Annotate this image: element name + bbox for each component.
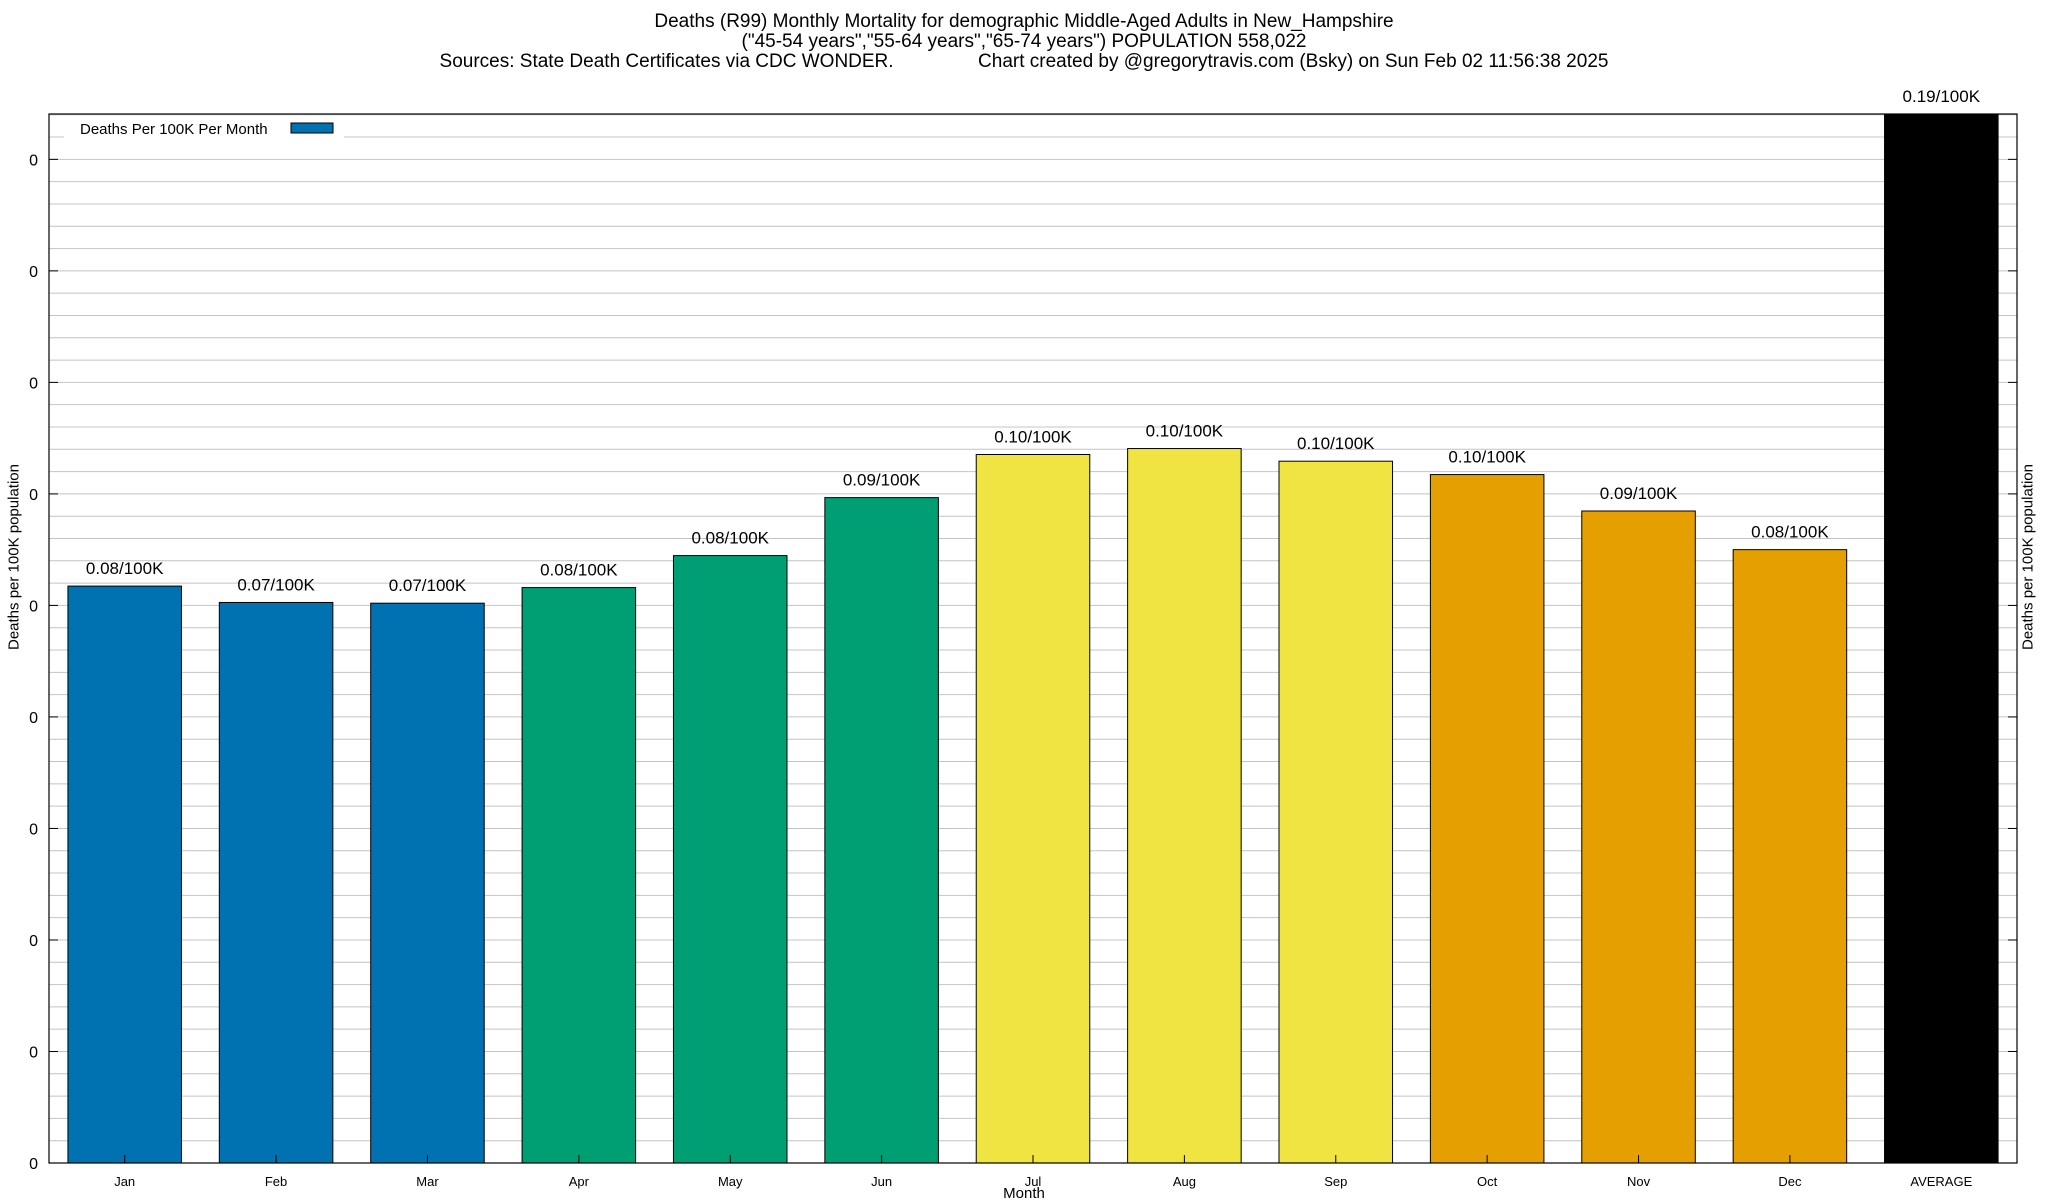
y-tick-label: 0 — [29, 710, 38, 727]
bar-jul — [975, 453, 1091, 1164]
bar-aug — [1127, 448, 1242, 1164]
x-tick-label-jul: Jul — [1025, 1174, 1042, 1189]
legend-label: Deaths Per 100K Per Month — [80, 121, 268, 138]
data-label-dec: 0.08/100K — [1751, 523, 1829, 542]
chart-title-block: Deaths (R99) Monthly Mortality for demog… — [0, 12, 2048, 72]
x-tick-label-sep: Sep — [1324, 1174, 1347, 1189]
x-tick-label-dec: Dec — [1778, 1174, 1802, 1189]
bar-average — [1884, 113, 1999, 1164]
chart-sources-line: Sources: State Death Certificates via CD… — [0, 52, 2048, 72]
data-label-feb: 0.07/100K — [237, 575, 315, 594]
x-tick-label-aug: Aug — [1173, 1174, 1196, 1189]
chart-subtitle: ("45-54 years","55-64 years","65-74 year… — [741, 31, 1307, 52]
x-tick-labels: Jan Feb Mar Apr May Jun Jul Aug Sep Oct Nov Dec AVER… — [114, 1155, 1973, 1189]
x-axis-label: Month — [1003, 1185, 1045, 1202]
y-axis-label-left: Deaths per 100K population — [5, 464, 23, 650]
x-tick-label-nov: Nov — [1627, 1174, 1651, 1189]
bar-apr — [521, 587, 637, 1164]
y-tick-label: 0 — [29, 1044, 38, 1061]
bar-feb — [218, 601, 334, 1164]
y-tick-label: 0 — [29, 487, 38, 504]
data-label-may: 0.08/100K — [691, 529, 769, 548]
y-axis-label-right: Deaths per 100K population — [2019, 464, 2037, 650]
data-label-nov: 0.09/100K — [1600, 484, 1678, 503]
bar-jun — [824, 497, 939, 1164]
data-label-aug: 0.10/100K — [1146, 422, 1224, 441]
x-tick-label-mar: Mar — [416, 1174, 439, 1189]
x-tick-label-jun: Jun — [871, 1174, 892, 1189]
y-tick-label: 0 — [29, 821, 38, 838]
bar-nov — [1581, 510, 1696, 1164]
data-label-sep: 0.10/100K — [1297, 434, 1375, 453]
y-tick-label: 0 — [29, 264, 38, 281]
x-tick-label-jan: Jan — [114, 1174, 135, 1189]
x-tick-label-apr: Apr — [569, 1174, 590, 1189]
chart-title: Deaths (R99) Monthly Mortality for demog… — [654, 11, 1394, 32]
x-tick-label-average: AVERAGE — [1910, 1174, 1972, 1189]
bar-oct — [1429, 474, 1545, 1164]
x-tick-label-feb: Feb — [265, 1174, 287, 1189]
data-label-jun: 0.09/100K — [843, 471, 921, 490]
data-label-mar: 0.07/100K — [389, 576, 467, 595]
bar-jan — [67, 585, 182, 1164]
data-label-jul: 0.10/100K — [994, 427, 1072, 446]
bar-sep — [1278, 460, 1394, 1164]
data-label-apr: 0.08/100K — [540, 561, 618, 580]
y-tick-label: 0 — [29, 933, 38, 950]
legend-box — [64, 117, 344, 139]
y-tick-label: 0 — [29, 1156, 38, 1173]
y-tick-label: 0 — [29, 152, 38, 169]
data-label-oct: 0.10/100K — [1448, 448, 1526, 467]
sources-text: Sources: State Death Certificates via CD… — [439, 51, 894, 72]
bar-may — [672, 555, 788, 1164]
x-tick-label-oct: Oct — [1477, 1174, 1498, 1189]
bar-mar — [370, 602, 485, 1164]
data-label-jan: 0.08/100K — [86, 559, 164, 578]
y-tick-label: 0 — [29, 375, 38, 392]
bar-dec — [1732, 549, 1848, 1164]
credit-text: Chart created by @gregorytravis.com (Bsk… — [978, 51, 1609, 72]
x-tick-label-may: May — [718, 1174, 743, 1189]
y-tick-label: 0 — [29, 598, 38, 615]
legend: Deaths Per 100K Per Month — [64, 117, 344, 139]
legend-swatch — [290, 122, 334, 134]
data-labels: 0.08/100K 0.07/100K 0.07/100K 0.08/100K 0.08… — [86, 87, 1981, 595]
bars — [67, 113, 1999, 1164]
plot-border — [48, 113, 2018, 1164]
data-label-average: 0.19/100K — [1903, 87, 1981, 106]
